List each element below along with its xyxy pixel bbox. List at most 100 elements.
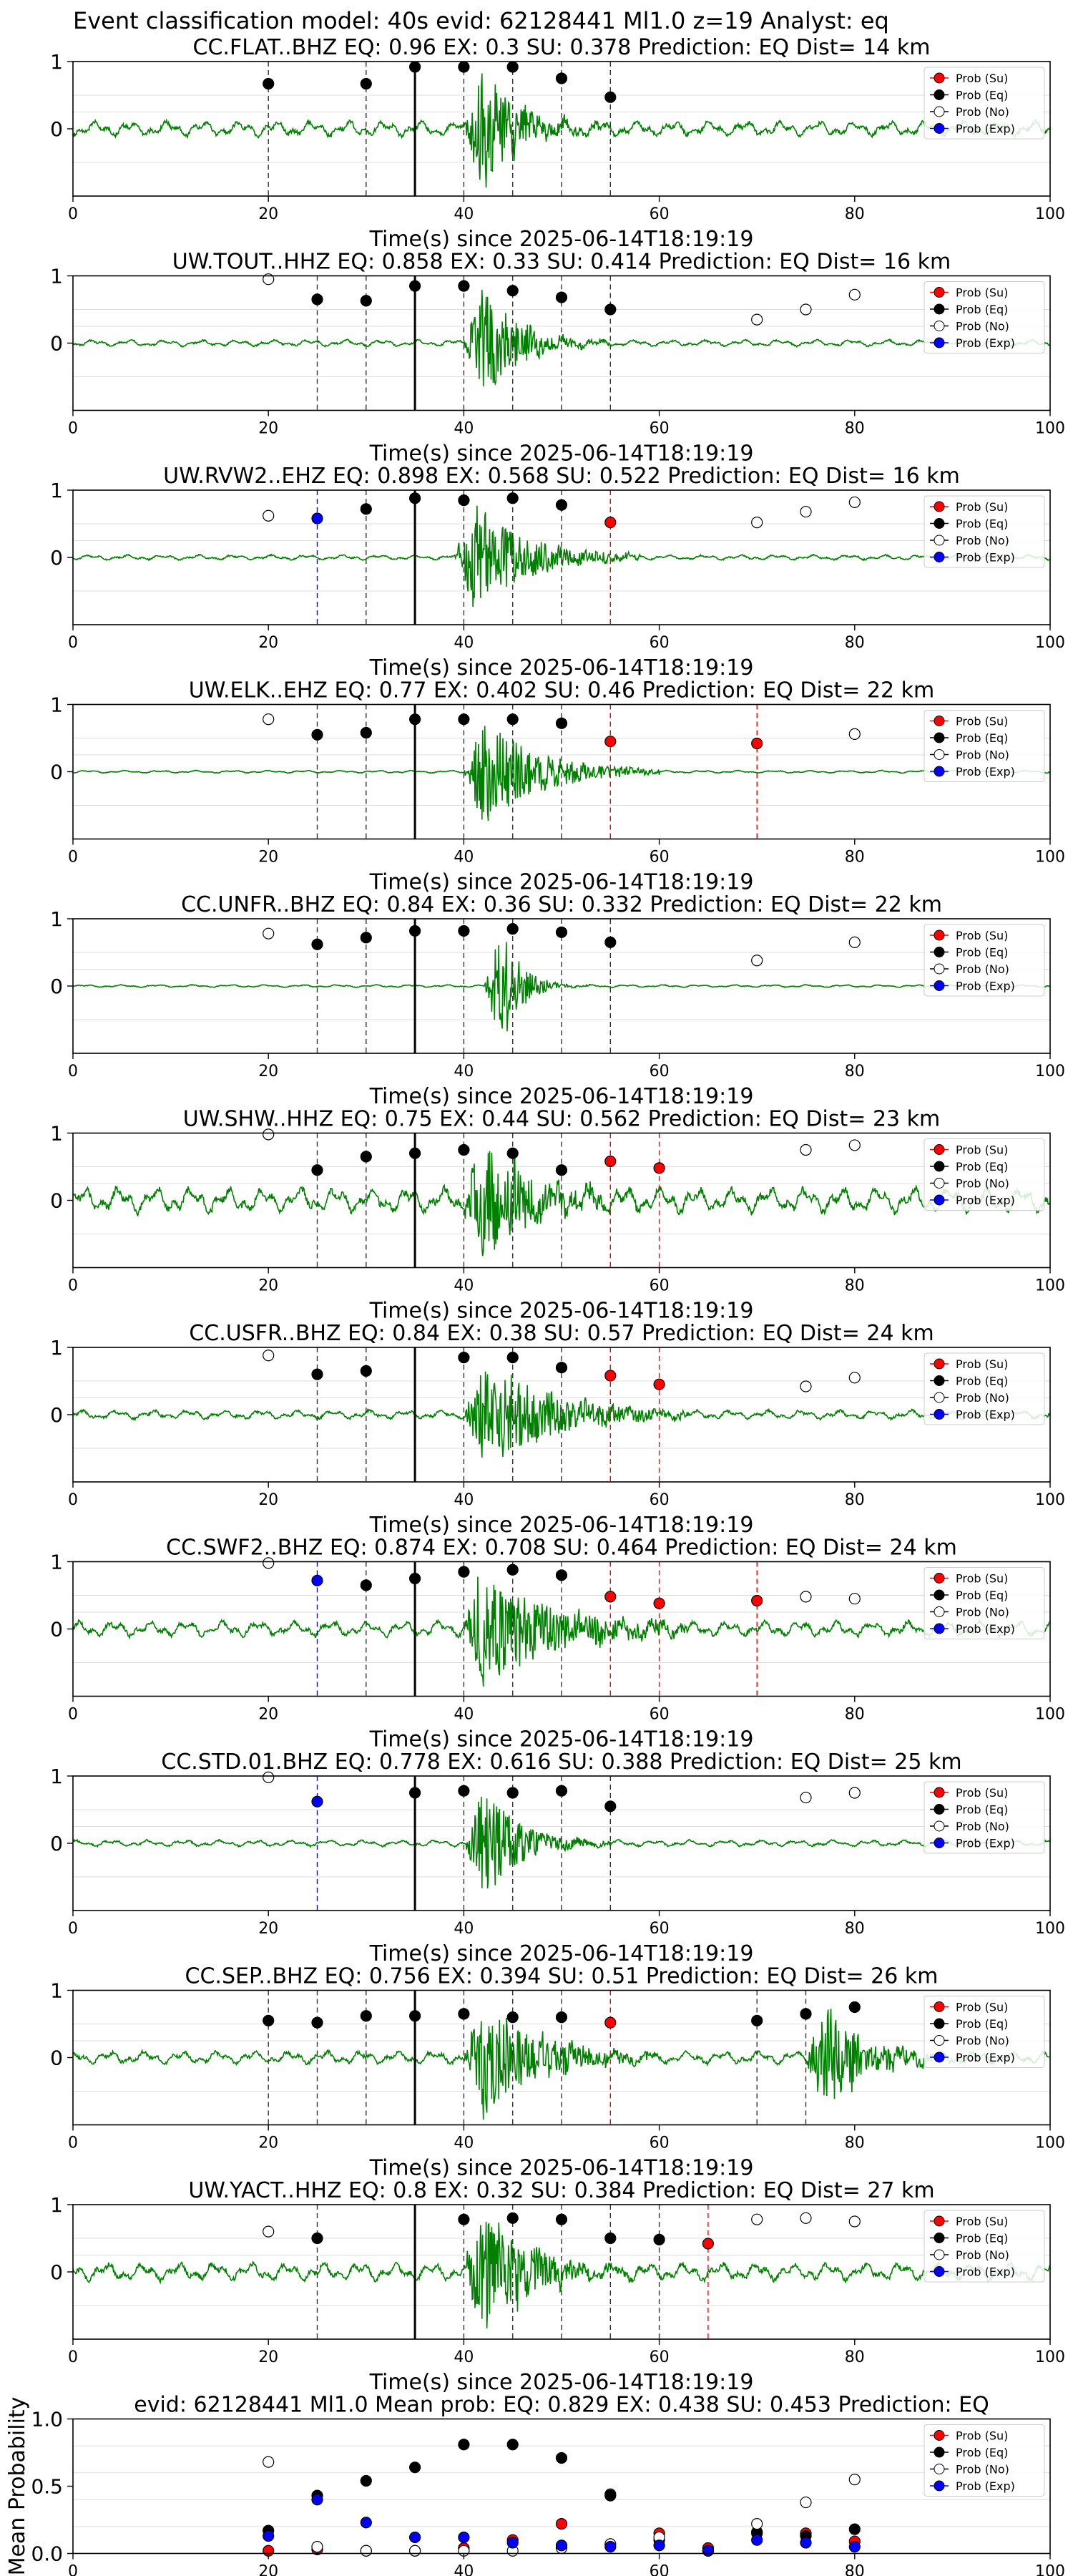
- legend-label-su: Prob (Su): [956, 2215, 1008, 2228]
- point-eq: [408, 61, 421, 73]
- point-eq: [506, 1351, 519, 1364]
- legend-marker-no: [934, 106, 945, 117]
- legend: Prob (Su) Prob (Eq) Prob (No) Prob (Exp): [923, 1567, 1045, 1639]
- legend: Prob (Su) Prob (Eq) Prob (No) Prob (Exp): [923, 2424, 1045, 2497]
- legend-label-su: Prob (Su): [956, 2001, 1008, 2014]
- panel-title: UW.ELK..EHZ EQ: 0.77 EX: 0.402 SU: 0.46 …: [189, 678, 934, 703]
- legend-label-eq: Prob (Eq): [956, 731, 1008, 745]
- point-eq: [458, 280, 470, 292]
- legend: Prob (Su) Prob (Eq) Prob (No) Prob (Exp): [923, 281, 1045, 353]
- point-eq: [458, 2213, 470, 2225]
- x-tick-label: 0: [68, 2135, 78, 2152]
- y-tick-label: 0: [50, 1618, 63, 1641]
- x-tick-label: 40: [454, 1277, 474, 1295]
- x-tick-label: 80: [845, 634, 865, 652]
- x-tick-label: 80: [845, 849, 865, 867]
- y-tick-label: 0.0: [31, 2542, 63, 2566]
- point-no: [263, 1557, 275, 1569]
- legend-marker-exp: [934, 2480, 945, 2492]
- y-tick-label: 0: [50, 117, 63, 141]
- point-no: [263, 1350, 275, 1362]
- x-tick-label: 80: [845, 205, 865, 223]
- y-tick-label: 0.5: [31, 2475, 63, 2499]
- x-ticks: 0 20 40 60 80 100: [68, 1696, 1065, 1724]
- y-tick-label: 1: [50, 2193, 63, 2217]
- panel-9: CC.STD.01.BHZ EQ: 0.778 EX: 0.616 SU: 0.…: [50, 1750, 1065, 1966]
- point-su: [751, 737, 763, 750]
- point-eq: [458, 924, 470, 937]
- panel-3: UW.RVW2..EHZ EQ: 0.898 EX: 0.568 SU: 0.5…: [50, 464, 1065, 680]
- x-tick-label: 0: [68, 1277, 78, 1295]
- probability-points: [263, 2001, 861, 2029]
- legend-label-eq: Prob (Eq): [956, 2446, 1008, 2459]
- panel-title: UW.SHW..HHZ EQ: 0.75 EX: 0.44 SU: 0.562 …: [183, 1107, 941, 1132]
- window-markers: [316, 704, 758, 839]
- y-ticks: 10: [50, 50, 73, 141]
- point-eq: [408, 280, 421, 292]
- legend-frame: [923, 67, 1045, 140]
- x-tick-label: 40: [454, 2348, 474, 2366]
- point-no: [263, 1771, 275, 1783]
- x-tick-label: 0: [68, 420, 78, 438]
- point-no: [800, 1591, 812, 1603]
- y-tick-label: 1: [50, 693, 63, 717]
- y-tick-label: 0: [50, 975, 63, 998]
- point-su: [604, 1591, 617, 1603]
- point-no: [751, 2213, 763, 2225]
- legend: Prob (Su) Prob (Eq) Prob (No) Prob (Exp): [923, 67, 1045, 140]
- x-tick-label: 40: [454, 420, 474, 438]
- legend-label-su: Prob (Su): [956, 715, 1008, 728]
- point-no: [263, 509, 275, 522]
- point-eq: [604, 2232, 617, 2245]
- x-tick-label: 100: [1035, 2348, 1065, 2366]
- point-su: [653, 1378, 665, 1390]
- x-tick-label: 0: [68, 1063, 78, 1080]
- x-axis-label: Time(s) since 2025-06-14T18:19:19: [369, 1513, 754, 1538]
- point-eq: [506, 285, 519, 297]
- mean-point-exp: [702, 2545, 715, 2557]
- y-tick-label: 1: [50, 1551, 63, 1574]
- legend-label-no: Prob (No): [956, 1820, 1009, 1833]
- x-tick-label: 80: [845, 2348, 865, 2366]
- point-eq: [555, 1164, 568, 1176]
- x-tick-label: 20: [258, 2563, 278, 2576]
- legend-label-exp: Prob (Exp): [956, 2051, 1015, 2064]
- x-tick-label: 60: [650, 634, 670, 652]
- legend: Prob (Su) Prob (Eq) Prob (No) Prob (Exp): [923, 495, 1045, 568]
- x-tick-label: 0: [68, 634, 78, 652]
- legend-label-su: Prob (Su): [956, 72, 1008, 85]
- panel-12: evid: 62128441 Ml1.0 Mean prob: EQ: 0.82…: [5, 2393, 1065, 2576]
- x-tick-label: 100: [1035, 1277, 1065, 1295]
- panel-title: CC.UNFR..BHZ EQ: 0.84 EX: 0.36 SU: 0.332…: [181, 892, 942, 917]
- point-eq: [506, 1563, 519, 1576]
- panel-6: UW.SHW..HHZ EQ: 0.75 EX: 0.44 SU: 0.562 …: [50, 1107, 1065, 1324]
- legend: Prob (Su) Prob (Eq) Prob (No) Prob (Exp): [923, 1996, 1045, 2068]
- y-ticks: 10: [50, 1336, 73, 1427]
- mean-point-exp: [751, 2534, 763, 2546]
- x-tick-label: 100: [1035, 2563, 1065, 2576]
- point-su: [604, 1370, 617, 1382]
- point-no: [800, 1380, 812, 1392]
- legend-label-eq: Prob (Eq): [956, 303, 1008, 316]
- legend-marker-su: [934, 2001, 945, 2012]
- legend-label-exp: Prob (Exp): [956, 122, 1015, 136]
- legend-marker-exp: [934, 123, 945, 134]
- x-tick-label: 100: [1035, 1920, 1065, 1938]
- point-no: [751, 313, 763, 326]
- legend-marker-su: [934, 716, 945, 726]
- point-eq: [263, 77, 275, 90]
- y-tick-label: 1: [50, 265, 63, 288]
- legend-frame: [923, 1781, 1045, 1854]
- x-tick-label: 80: [845, 1063, 865, 1080]
- point-eq: [555, 2011, 568, 2024]
- x-ticks: 0 20 40 60 80 100: [68, 2124, 1065, 2152]
- x-tick-label: 60: [650, 849, 670, 867]
- point-eq: [360, 77, 372, 90]
- y-tick-label: 0: [50, 1189, 63, 1213]
- point-eq: [506, 2212, 519, 2224]
- legend-label-exp: Prob (Exp): [956, 1837, 1015, 1850]
- x-tick-label: 100: [1035, 634, 1065, 652]
- legend-marker-exp: [934, 337, 945, 348]
- probability-points: [263, 1771, 861, 1813]
- x-tick-label: 0: [68, 849, 78, 867]
